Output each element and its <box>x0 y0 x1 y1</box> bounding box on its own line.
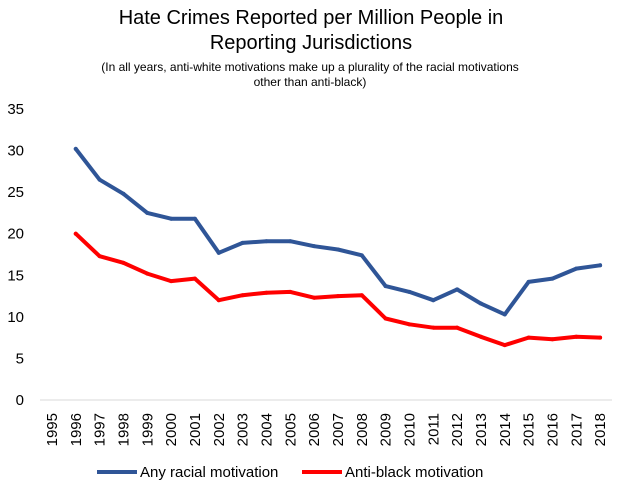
data-point <box>264 239 269 244</box>
data-point <box>478 334 483 339</box>
data-point <box>240 293 245 298</box>
data-point <box>550 337 555 342</box>
data-point <box>335 294 340 299</box>
y-tick-label: 15 <box>7 267 24 284</box>
data-point <box>121 260 126 265</box>
data-point <box>169 279 174 284</box>
data-point <box>312 295 317 300</box>
data-point <box>97 254 102 259</box>
x-tick-label: 1995 <box>44 413 61 446</box>
x-tick-label: 2006 <box>306 413 323 446</box>
x-tick-label: 2008 <box>354 413 371 446</box>
y-tick-label: 10 <box>7 309 24 326</box>
x-tick-label: 2000 <box>163 413 180 446</box>
y-axis: 0 5 10 15 20 25 30 35 <box>7 101 24 409</box>
data-point <box>145 210 150 215</box>
data-point <box>502 312 507 317</box>
data-point <box>312 244 317 249</box>
data-point <box>526 335 531 340</box>
chart-subtitle-line-1: (In all years, anti-white motivations ma… <box>101 60 519 74</box>
data-point <box>407 322 412 327</box>
y-tick-label: 0 <box>16 392 24 409</box>
series-lines <box>73 146 603 348</box>
chart-subtitle-line-2: other than anti-black) <box>253 75 367 89</box>
x-tick-label: 2007 <box>330 413 347 446</box>
legend-label: Any racial motivation <box>140 464 278 481</box>
legend-label: Anti-black motivation <box>345 464 483 481</box>
data-point <box>192 276 197 281</box>
x-tick-label: 2004 <box>258 413 275 446</box>
y-tick-label: 20 <box>7 226 24 243</box>
data-point <box>169 216 174 221</box>
data-point <box>502 343 507 348</box>
data-point <box>288 239 293 244</box>
data-point <box>335 247 340 252</box>
y-tick-label: 35 <box>7 101 24 118</box>
data-point <box>216 250 221 255</box>
data-point <box>550 276 555 281</box>
data-point <box>526 279 531 284</box>
chart-title-line-2: Reporting Jurisdictions <box>209 32 413 54</box>
data-point <box>121 191 126 196</box>
data-point <box>574 334 579 339</box>
y-tick-label: 25 <box>7 184 24 201</box>
x-tick-label: 2012 <box>449 413 466 446</box>
x-tick-label: 1998 <box>115 413 132 446</box>
data-point <box>264 290 269 295</box>
data-point <box>192 216 197 221</box>
data-point <box>407 289 412 294</box>
data-point <box>288 289 293 294</box>
x-tick-label: 1996 <box>68 413 85 446</box>
data-point <box>359 253 364 258</box>
data-point <box>145 271 150 276</box>
data-point <box>383 284 388 289</box>
x-tick-label: 2003 <box>235 413 252 446</box>
data-point <box>359 293 364 298</box>
x-tick-label: 2010 <box>401 413 418 446</box>
x-tick-label: 2009 <box>378 413 395 446</box>
data-point <box>383 316 388 321</box>
y-tick-label: 30 <box>7 143 24 160</box>
data-point <box>97 177 102 182</box>
data-point <box>598 335 603 340</box>
data-point <box>598 263 603 268</box>
x-tick-label: 2011 <box>425 413 442 445</box>
data-point <box>216 298 221 303</box>
x-tick-label: 1999 <box>139 413 156 446</box>
chart-title-line-1: Hate Crimes Reported per Million People … <box>118 7 504 29</box>
x-axis: 1995 1996 1997 1998 1999 2000 2001 2002 2003 2004… <box>44 413 609 446</box>
x-tick-label: 2013 <box>473 413 490 446</box>
x-tick-label: 2017 <box>568 413 585 446</box>
x-tick-label: 1997 <box>92 413 109 446</box>
x-tick-label: 2002 <box>211 413 228 446</box>
x-tick-label: 2001 <box>187 413 204 446</box>
x-tick-label: 2015 <box>521 413 538 446</box>
x-tick-label: 2014 <box>497 413 514 446</box>
data-point <box>455 287 460 292</box>
x-tick-label: 2018 <box>592 413 609 446</box>
x-tick-label: 2016 <box>544 413 561 446</box>
y-tick-label: 5 <box>16 350 24 367</box>
data-point <box>574 266 579 271</box>
data-point <box>240 240 245 245</box>
data-point <box>431 325 436 330</box>
x-tick-label: 2005 <box>282 413 299 446</box>
data-point <box>478 301 483 306</box>
data-point <box>455 325 460 330</box>
series-line-1 <box>73 146 603 317</box>
legend: Any racial motivation Anti-black motivati… <box>97 464 483 481</box>
data-point <box>431 298 436 303</box>
data-point <box>73 146 78 151</box>
data-point <box>73 231 78 236</box>
